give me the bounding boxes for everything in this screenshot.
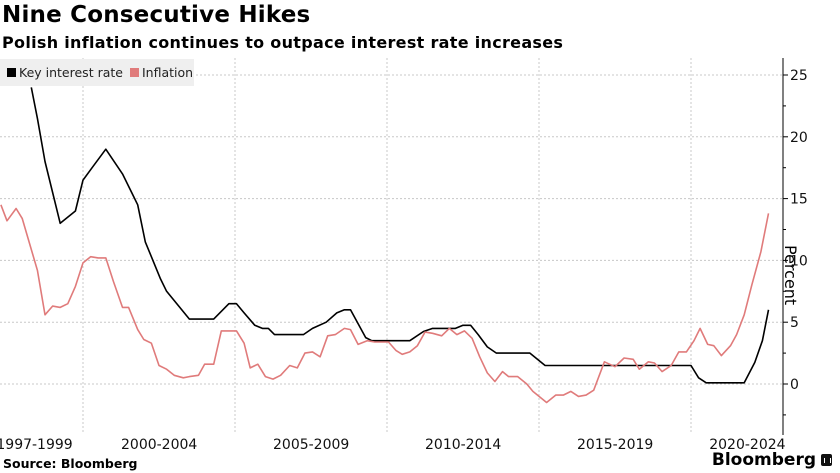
- legend-swatch-key-rate: [7, 68, 16, 77]
- y-tick-label: 15: [790, 192, 808, 208]
- chart-subtitle: Polish inflation continues to outpace in…: [2, 33, 564, 52]
- series-line-inflation: [0, 204, 770, 404]
- y-tick-label: 5: [790, 315, 799, 331]
- legend-label-key-rate: Key interest rate: [19, 65, 123, 80]
- legend-label-inflation: Inflation: [141, 65, 194, 80]
- legend-swatch-inflation: [129, 68, 139, 77]
- y-axis-label: Percent: [781, 245, 800, 306]
- x-tick-label: 2000-2004: [121, 437, 197, 453]
- x-tick-label: 2010-2014: [425, 437, 501, 453]
- legend-item-key-rate: Key interest rate: [7, 65, 123, 80]
- x-tick-label: 2005-2009: [273, 437, 349, 453]
- x-tick-label: 2015-2019: [577, 437, 653, 453]
- brand-logo: Bloomberg: [712, 450, 832, 470]
- y-tick-label: 0: [790, 377, 799, 393]
- brand-name: Bloomberg: [711, 450, 816, 470]
- gridlines: [0, 58, 783, 434]
- y-axis: 0 5 10 15 20 25: [782, 58, 808, 435]
- legend: Key interest rate Inflation: [0, 59, 194, 86]
- legend-item-inflation: Inflation: [129, 65, 194, 80]
- series-line-key-interest-rate: [30, 87, 770, 384]
- series-lines: [0, 87, 770, 404]
- x-tick-label: 1997-1999: [0, 437, 73, 453]
- y-tick-label: 10: [790, 253, 808, 269]
- chart-title: Nine Consecutive Hikes: [2, 2, 311, 28]
- bloomberg-terminal-icon: [821, 454, 832, 466]
- y-tick-label: 20: [790, 130, 808, 146]
- y-tick-label: 25: [790, 68, 808, 84]
- source-note: Source: Bloomberg: [3, 456, 138, 471]
- x-tick-label: 2020-2024: [709, 437, 785, 453]
- x-axis-labels: 1997-1999 2000-2004 2005-2009 2010-2014 2015…: [0, 437, 786, 453]
